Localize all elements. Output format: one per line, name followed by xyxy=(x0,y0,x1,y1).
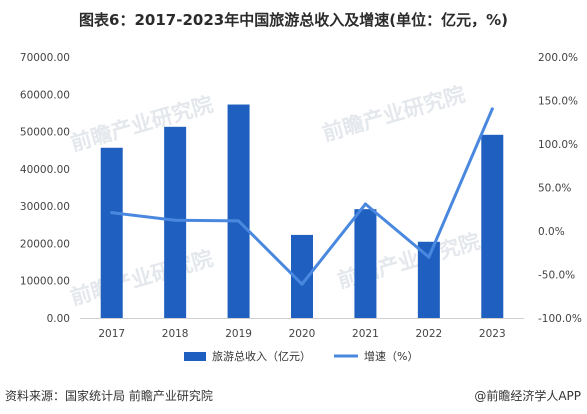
left-axis-tick-label: 30000.00 xyxy=(20,201,70,213)
line-growth-point xyxy=(490,107,494,111)
x-axis-tick-label: 2023 xyxy=(479,328,506,340)
left-axis-tick-label: 20000.00 xyxy=(20,238,70,250)
left-axis-tick-label: 10000.00 xyxy=(20,276,70,288)
source-note: 资料来源：国家统计局 前瞻产业研究院 xyxy=(5,389,213,403)
bar-revenue xyxy=(354,209,377,318)
x-axis-tick-label: 2022 xyxy=(415,328,442,340)
right-axis-tick-label: 0.0% xyxy=(538,226,565,238)
legend-label-line: 增速（%） xyxy=(364,349,418,363)
right-axis-tick-label: 200.0% xyxy=(538,52,578,64)
x-axis-tick-label: 2018 xyxy=(162,328,189,340)
x-axis-tick-label: 2021 xyxy=(352,328,379,340)
x-axis-tick-label: 2019 xyxy=(225,328,252,340)
right-axis-tick-label: 100.0% xyxy=(538,139,578,151)
bar-revenue xyxy=(227,104,250,318)
line-growth-point xyxy=(300,282,304,286)
right-axis-tick-label: -100.0% xyxy=(538,313,582,325)
line-growth-point xyxy=(173,218,177,222)
legend-swatch-bar xyxy=(184,352,206,361)
left-axis-tick-label: 50000.00 xyxy=(20,127,70,139)
line-growth-point xyxy=(237,219,241,223)
chart-title: 图表6：2017-2023年中国旅游总收入及增速(单位：亿元，%) xyxy=(79,11,508,29)
left-axis-tick-label: 70000.00 xyxy=(20,52,70,64)
line-growth-point xyxy=(427,255,431,259)
combo-chart: 0.00 10000.00 20000.00 30000.00 40000.00 5000… xyxy=(20,52,582,363)
bar-revenue xyxy=(100,147,123,318)
left-axis-tick-label: 60000.00 xyxy=(20,89,70,101)
left-axis-tick-label: 0.00 xyxy=(47,313,70,325)
legend-label-bar: 旅游总收入（亿元） xyxy=(212,349,311,363)
chart-area: 0.00 10000.00 20000.00 30000.00 40000.00 5000… xyxy=(0,40,587,376)
bar-revenue xyxy=(481,134,504,318)
x-axis-tick-label: 2020 xyxy=(289,328,316,340)
right-axis-tick-label: 50.0% xyxy=(538,183,571,195)
left-axis-tick-label: 40000.00 xyxy=(20,164,70,176)
x-axis-tick-label: 2017 xyxy=(98,328,125,340)
bar-revenue xyxy=(417,241,440,318)
right-axis-tick-label: -50.0% xyxy=(538,270,575,282)
brand-note: @前瞻经济学人APP xyxy=(474,389,581,403)
right-axis-tick-label: 150.0% xyxy=(538,96,578,108)
line-growth-point xyxy=(110,211,114,215)
line-growth-point xyxy=(363,202,367,206)
bar-revenue xyxy=(164,126,187,318)
bar-revenue xyxy=(291,234,313,318)
